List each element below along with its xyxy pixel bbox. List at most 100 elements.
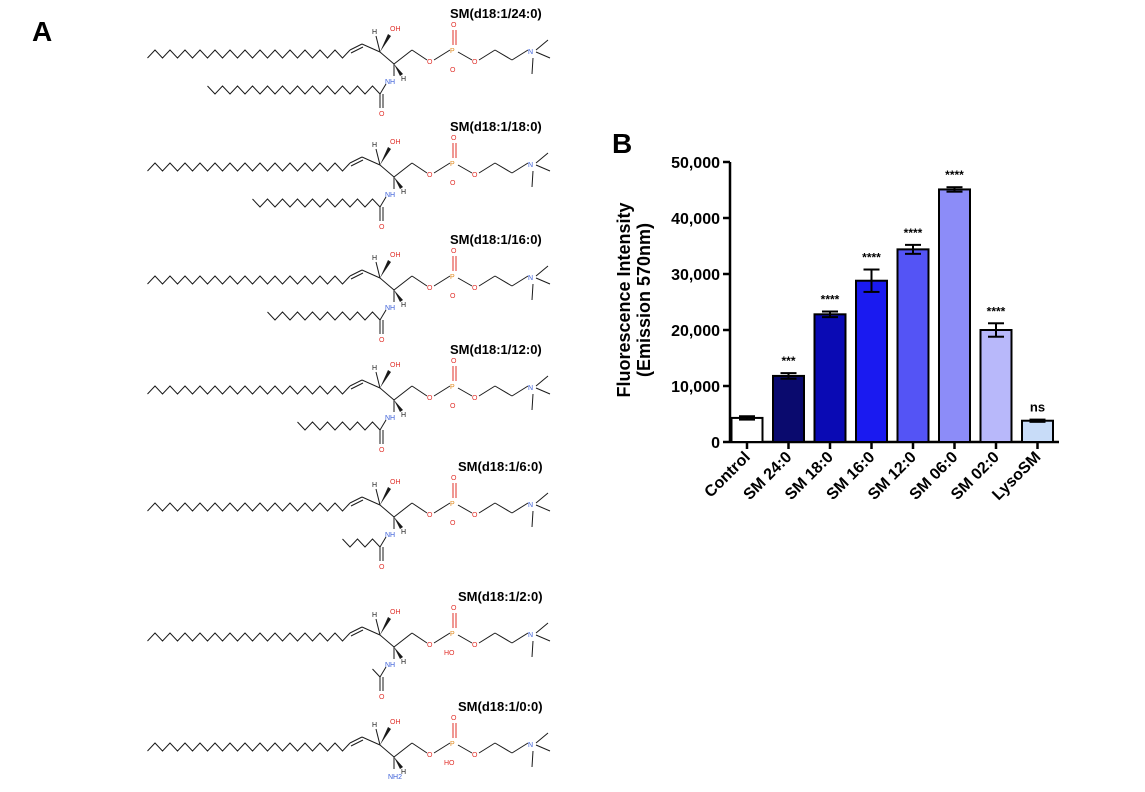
- n-plus-label: N: [528, 275, 533, 282]
- bond: [393, 275, 413, 291]
- carbon-chain: [147, 632, 351, 642]
- y-tick-label: 0: [711, 435, 720, 452]
- bond: [478, 162, 496, 174]
- double-bond: [349, 156, 363, 164]
- double-bond: [349, 626, 363, 634]
- bond: [379, 51, 395, 65]
- bond: [531, 57, 534, 75]
- bond: [433, 385, 451, 397]
- bond: [478, 385, 496, 397]
- bond: [361, 736, 381, 746]
- carbon-chain: [147, 502, 351, 512]
- o-label: O: [427, 172, 433, 179]
- h-label: H: [372, 482, 377, 489]
- p-label: P: [450, 48, 455, 55]
- bond: [478, 275, 496, 287]
- wedge-bond: [394, 177, 403, 189]
- bond: [379, 83, 387, 95]
- h-label: H: [372, 612, 377, 619]
- o-label: O: [472, 395, 478, 402]
- oh-label: OH: [390, 139, 401, 146]
- bond: [535, 622, 549, 634]
- bond: [375, 728, 381, 746]
- bond: [494, 385, 513, 397]
- o-label: O: [472, 752, 478, 759]
- o-minus-label: O: [450, 67, 456, 74]
- bond: [535, 51, 551, 59]
- o-label: O: [451, 22, 457, 29]
- bond: [457, 277, 473, 287]
- bond: [535, 387, 551, 395]
- bond: [457, 164, 473, 174]
- significance-label: ****: [821, 293, 840, 307]
- carbon-chain: [207, 85, 381, 95]
- bond: [411, 502, 428, 514]
- h-label: H: [401, 189, 406, 196]
- bond: [433, 162, 451, 174]
- h-label: H: [401, 302, 406, 309]
- bond: [393, 742, 413, 758]
- bond: [379, 666, 387, 678]
- bond: [531, 283, 534, 301]
- y-tick-label: 30,000: [671, 267, 720, 284]
- h-label: H: [401, 529, 406, 536]
- h-label: H: [401, 412, 406, 419]
- bar: [979, 329, 1013, 443]
- bond: [393, 162, 413, 178]
- molecule-title: SM(d18:1/2:0): [458, 589, 543, 604]
- bond: [411, 275, 428, 287]
- bond: [393, 385, 413, 401]
- bond: [411, 49, 428, 61]
- bond: [457, 504, 473, 514]
- bond: [411, 632, 428, 644]
- double-bond: [349, 496, 363, 504]
- double-bond: [350, 629, 364, 637]
- n-plus-label: N: [528, 162, 533, 169]
- bond: [375, 488, 381, 506]
- h-label: H: [372, 722, 377, 729]
- nh2-label: NH2: [388, 774, 402, 781]
- bond: [535, 265, 549, 277]
- bond: [535, 164, 551, 172]
- o-label: O: [451, 135, 457, 142]
- bond: [361, 269, 381, 279]
- y-tick-label: 40,000: [671, 211, 720, 228]
- h-label: H: [401, 76, 406, 83]
- bond: [393, 632, 413, 648]
- carbon-chain: [147, 162, 351, 172]
- carbon-chain: [252, 198, 381, 208]
- nh-label: NH: [385, 415, 395, 422]
- bond: [457, 634, 473, 644]
- double-bond: [350, 382, 364, 390]
- o-label: O: [451, 605, 457, 612]
- o-label: O: [379, 337, 385, 344]
- oh-label: OH: [390, 362, 401, 369]
- wedge-bond: [380, 727, 391, 745]
- bond: [457, 387, 473, 397]
- bond: [478, 49, 496, 61]
- wedge-bond: [380, 617, 391, 635]
- bond: [535, 277, 551, 285]
- p-label: P: [450, 161, 455, 168]
- double-bond: [350, 46, 364, 54]
- n-plus-label: N: [528, 632, 533, 639]
- bond: [375, 618, 381, 636]
- bond: [433, 49, 451, 61]
- bond: [433, 632, 451, 644]
- bond: [375, 148, 381, 166]
- bond: [411, 742, 428, 754]
- molecule-3: SM(d18:1/12:0) OH H H O P O O O N NH O: [147, 342, 551, 454]
- double-bond: [350, 272, 364, 280]
- o-label: O: [379, 694, 385, 701]
- o-label: O: [427, 642, 433, 649]
- o-minus-label: O: [450, 293, 456, 300]
- bond: [535, 375, 549, 387]
- o-label: O: [451, 475, 457, 482]
- oh-label: OH: [390, 609, 401, 616]
- p-label: P: [450, 501, 455, 508]
- p-label: P: [450, 274, 455, 281]
- o-label: O: [427, 395, 433, 402]
- double-bond: [350, 159, 364, 167]
